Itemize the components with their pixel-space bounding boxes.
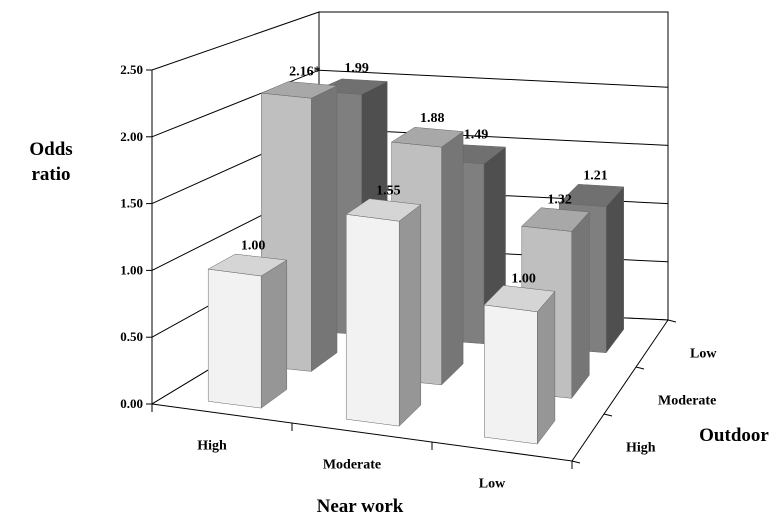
y-tick-label: 2.00 — [120, 129, 143, 144]
y-tick-label: 0.50 — [120, 329, 143, 344]
y-axis-title-line2: ratio — [31, 164, 70, 185]
data-labels: 1.00 1.55 1.00 2.16* 1.88 1.32 1.99 1.49 1.21 — [241, 61, 608, 286]
bar — [345, 198, 422, 427]
depth-tick-mark — [635, 366, 645, 370]
bars — [207, 78, 625, 445]
y-tick-labels: 0.00 0.50 1.00 1.50 2.00 2.50 — [120, 62, 143, 411]
data-label: 1.99 — [344, 61, 369, 76]
depth-category-label: Low — [690, 347, 717, 362]
depth-tick-mark — [667, 319, 677, 323]
y-tick-label: 1.00 — [120, 262, 143, 277]
data-label: 1.55 — [376, 183, 401, 198]
data-label: 1.21 — [583, 168, 608, 183]
data-label: 1.00 — [511, 271, 536, 286]
x-category-label: Moderate — [323, 458, 381, 473]
data-label: 2.16* — [289, 64, 321, 79]
data-label: 1.00 — [241, 239, 266, 254]
data-label: 1.49 — [464, 128, 489, 143]
depth-category-labels: High Moderate Low — [571, 319, 717, 464]
depth-axis-title: Outdoor — [699, 425, 769, 446]
x-category-label: Low — [479, 477, 506, 492]
bar — [207, 253, 288, 409]
depth-tick-mark — [603, 413, 613, 417]
y-axis-title-line1: Odds — [29, 139, 72, 160]
y-tick-label: 2.50 — [120, 62, 143, 77]
data-label: 1.32 — [547, 193, 572, 208]
x-axis-title: Near work — [317, 496, 404, 515]
y-tick-label: 0.00 — [120, 396, 143, 411]
x-category-label: High — [197, 439, 227, 454]
x-category-labels: High Moderate Low — [151, 404, 573, 492]
bar — [483, 285, 556, 445]
depth-category-label: High — [626, 441, 656, 456]
depth-tick-mark — [571, 460, 581, 464]
y-tick-label: 1.50 — [120, 196, 143, 211]
data-label: 1.88 — [420, 111, 445, 126]
depth-category-label: Moderate — [658, 394, 716, 409]
gridline — [151, 69, 669, 138]
